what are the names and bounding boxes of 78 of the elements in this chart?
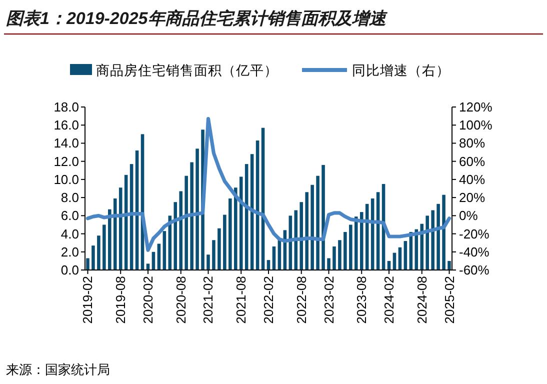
bar xyxy=(305,192,308,270)
x-tick-label: 2020-08 xyxy=(173,276,188,324)
x-tick-label: 2024-02 xyxy=(382,276,397,324)
bar xyxy=(86,258,90,270)
bar xyxy=(354,216,358,270)
x-tick-label: 2024-08 xyxy=(414,276,430,324)
y2-tick-label: 60% xyxy=(459,154,486,169)
bar xyxy=(108,209,112,270)
bar xyxy=(223,214,226,270)
x-tick-label: 2023-08 xyxy=(354,276,370,324)
bar xyxy=(436,204,440,270)
legend-label: 商品房住宅销售面积（亿平） xyxy=(96,63,278,78)
y-tick-label: 6.0 xyxy=(60,208,79,224)
bar xyxy=(310,184,314,270)
bar xyxy=(113,198,117,270)
bar xyxy=(212,240,216,270)
bar xyxy=(97,236,100,270)
x-tick-label: 2021-02 xyxy=(200,276,216,324)
x-tick-label: 2020-02 xyxy=(140,276,156,324)
bar xyxy=(102,224,106,270)
y-tick-label: 8.0 xyxy=(60,190,79,206)
bar xyxy=(92,246,95,270)
bar xyxy=(360,212,364,270)
x-tick-label: 2022-02 xyxy=(261,276,276,324)
bar xyxy=(316,176,320,270)
y-tick-label: 12.0 xyxy=(54,154,79,169)
y2-tick-label: 20% xyxy=(459,190,486,206)
y-tick-label: 16.0 xyxy=(54,118,79,133)
y2-tick-label: 0% xyxy=(459,208,478,224)
bar xyxy=(349,224,352,270)
y-tick-label: 4.0 xyxy=(60,226,79,242)
x-tick-label: 2019-02 xyxy=(80,276,96,324)
bar xyxy=(332,246,336,270)
bar xyxy=(157,244,161,270)
bar xyxy=(431,210,434,270)
y-tick-label: 14.0 xyxy=(54,136,79,151)
source-note: 来源：国家统计局 xyxy=(6,362,110,377)
bar xyxy=(162,231,166,270)
y-tick-label: 10.0 xyxy=(54,172,79,187)
legend-label: 同比增速（右） xyxy=(352,63,450,78)
bar xyxy=(300,202,304,270)
x-tick-label: 2025-02 xyxy=(442,276,457,324)
bar xyxy=(196,148,199,270)
bar xyxy=(228,198,232,270)
chart-title: 图表1：2019-2025年商品住宅累计销售面积及增速 xyxy=(6,9,388,28)
bar xyxy=(218,228,221,270)
bar xyxy=(426,216,429,270)
bar xyxy=(338,240,342,270)
bar xyxy=(206,254,210,270)
bar xyxy=(234,188,238,270)
y2-tick-label: -60% xyxy=(459,262,490,278)
line-series xyxy=(86,116,452,252)
y2-tick-label: -40% xyxy=(459,244,490,260)
x-tick-label: 2022-08 xyxy=(294,276,309,324)
y2-tick-label: 40% xyxy=(459,172,486,187)
x-tick-label: 2019-08 xyxy=(113,276,128,324)
bar xyxy=(448,260,451,270)
bar xyxy=(420,224,424,270)
x-tick-label: 2023-02 xyxy=(321,276,336,324)
y-tick-label: 2.0 xyxy=(60,244,79,260)
y2-tick-label: 120% xyxy=(459,100,493,114)
y2-tick-label: 100% xyxy=(459,118,493,133)
bar xyxy=(179,191,182,270)
bar xyxy=(404,241,408,270)
bar xyxy=(294,210,298,270)
bar xyxy=(327,258,330,270)
bar xyxy=(322,164,325,270)
y-tick-label: 0.0 xyxy=(60,262,79,278)
bar xyxy=(442,194,446,270)
y2-tick-label: -20% xyxy=(459,226,490,242)
bar xyxy=(344,232,347,270)
bar xyxy=(239,176,243,270)
bar xyxy=(174,202,178,270)
bar xyxy=(190,162,194,270)
y2-tick-label: 80% xyxy=(459,136,486,151)
y-tick-label: 18.0 xyxy=(54,100,79,114)
x-tick-label: 2021-08 xyxy=(234,276,249,324)
bar xyxy=(184,176,188,270)
